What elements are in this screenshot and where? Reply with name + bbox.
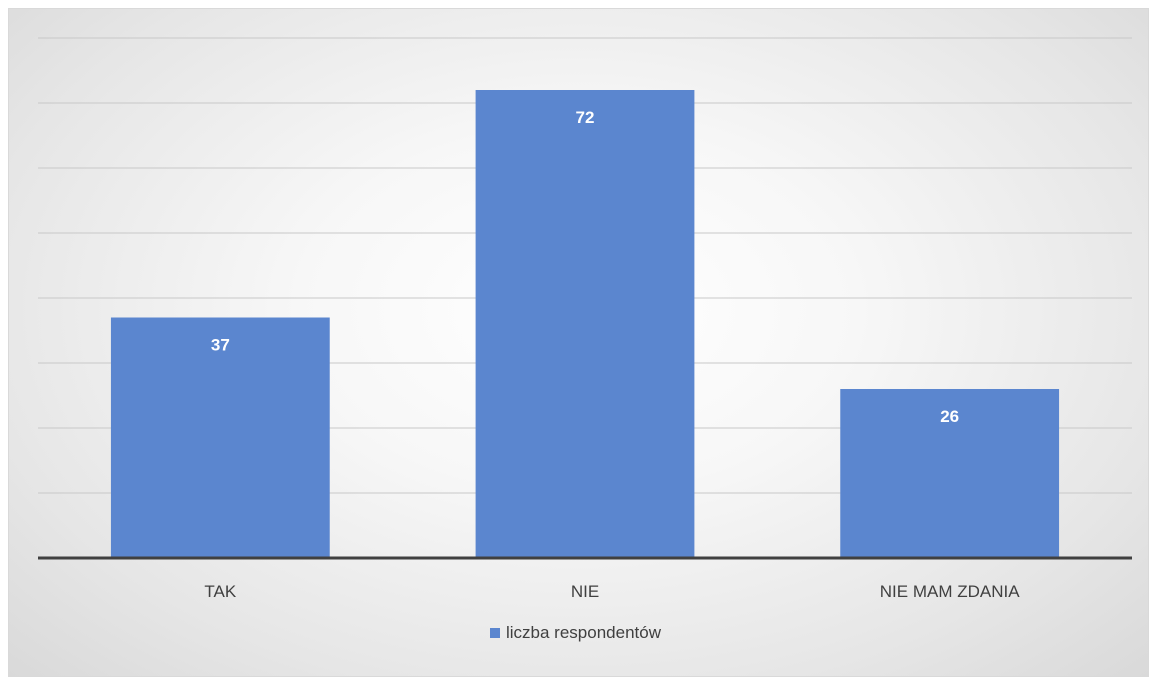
bar [475, 90, 695, 558]
x-tick-label: NIE MAM ZDANIA [880, 582, 1020, 601]
bar [840, 389, 1060, 558]
data-label: 72 [576, 108, 595, 127]
legend: liczba respondentów [0, 623, 1151, 643]
data-label: 26 [940, 407, 959, 426]
x-tick-label: TAK [204, 582, 236, 601]
legend-swatch [490, 628, 500, 638]
legend-label: liczba respondentów [506, 623, 661, 642]
x-tick-label: NIE [571, 582, 599, 601]
bar [110, 317, 330, 558]
data-label: 37 [211, 336, 230, 355]
